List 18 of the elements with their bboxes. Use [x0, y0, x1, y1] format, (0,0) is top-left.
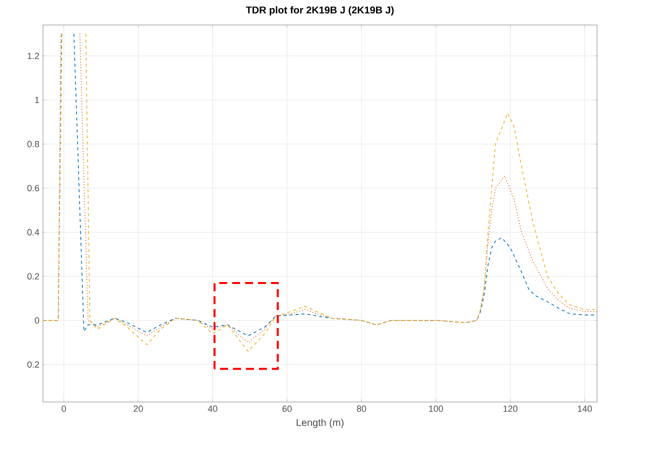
x-tick-label: 80: [356, 406, 366, 412]
x-tick-label: 140: [578, 406, 592, 412]
y-tick-label: 0.2: [27, 273, 40, 280]
chart-title: TDR plot for 2K19B J (2K19B J): [246, 6, 394, 16]
y-tick-label: 0.2: [27, 361, 40, 368]
y-tick-label: 0.4: [27, 229, 40, 236]
x-axis-title: Length (m): [296, 418, 344, 428]
y-tick-label: 0.8: [27, 140, 40, 148]
x-tick-label: 120: [504, 406, 518, 412]
x-tick-label: 60: [282, 406, 292, 412]
x-tick-label: 0: [62, 406, 66, 412]
y-tick-label: 1.2: [28, 52, 40, 59]
x-tick-label: 20: [134, 406, 143, 412]
y-tick-label: 1: [35, 96, 40, 104]
x-tick-label: 100: [429, 406, 444, 412]
x-tick-label: 40: [208, 406, 218, 412]
y-tick-label: 0.6: [27, 184, 40, 192]
y-tick-label: 0: [34, 317, 40, 324]
